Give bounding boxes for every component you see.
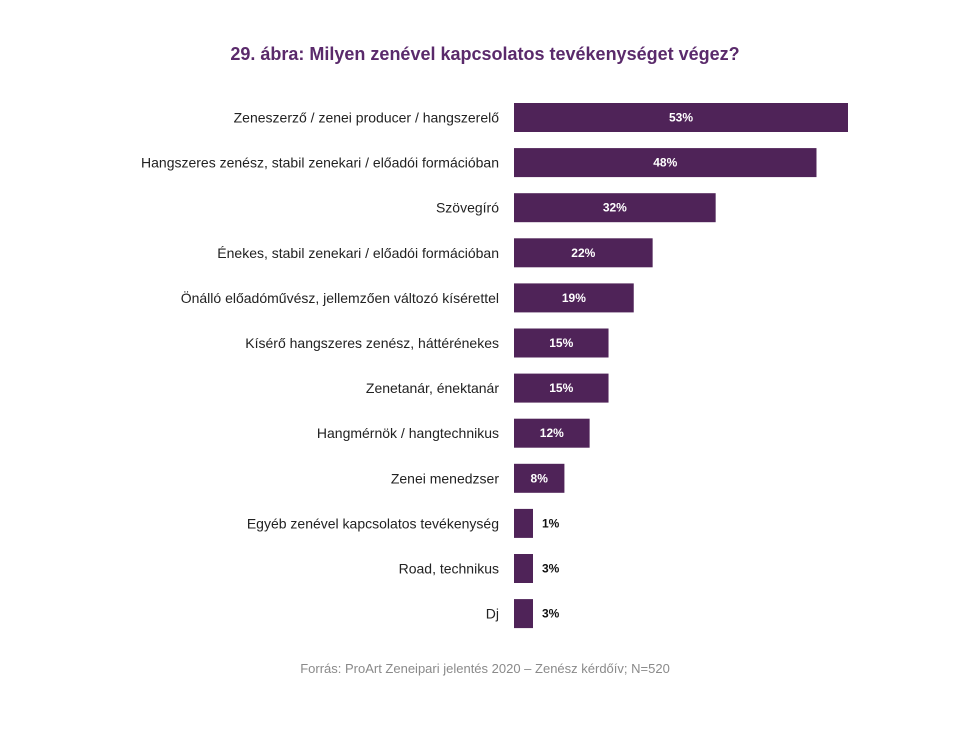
bar: [514, 463, 565, 493]
bar: [514, 103, 848, 132]
bar: [514, 238, 653, 268]
category-label: Hangmérnök / hangtechnikus: [317, 425, 499, 441]
source-note: Forrás: ProArt Zeneipari jelentés 2020 –…: [300, 661, 670, 676]
value-label: 3%: [542, 607, 560, 621]
value-label: 15%: [549, 336, 573, 350]
category-label: Road, technikus: [399, 561, 499, 577]
category-label: Énekes, stabil zenekari / előadói formác…: [217, 245, 499, 261]
value-label: 48%: [653, 156, 677, 170]
category-label: Zenetanár, énektanár: [366, 380, 499, 396]
bar: [514, 554, 533, 583]
category-label: Hangszeres zenész, stabil zenekari / elő…: [141, 155, 499, 171]
category-label: Zenei menedzser: [391, 470, 500, 486]
value-label: 19%: [562, 291, 586, 305]
category-label: Zeneszerző / zenei producer / hangszerel…: [234, 110, 500, 126]
category-label: Szövegíró: [436, 200, 499, 216]
category-label: Kísérő hangszeres zenész, háttérénekes: [245, 335, 499, 351]
value-label: 32%: [603, 201, 627, 215]
bar: [514, 193, 716, 223]
bar: [514, 599, 533, 629]
value-label: 53%: [669, 111, 693, 125]
bar: [514, 328, 609, 358]
bar: [514, 418, 590, 448]
value-label: 12%: [540, 426, 564, 440]
category-label: Dj: [486, 606, 499, 622]
category-label: Önálló előadóművész, jellemzően változó …: [181, 289, 499, 306]
value-label: 3%: [542, 562, 560, 576]
bar: [514, 508, 533, 538]
bar: [514, 373, 609, 403]
value-label: 1%: [542, 516, 560, 530]
value-label: 22%: [571, 246, 595, 260]
category-label: Egyéb zenével kapcsolatos tevékenység: [247, 515, 499, 531]
chart-title: 29. ábra: Milyen zenével kapcsolatos tev…: [230, 44, 740, 64]
value-label: 8%: [531, 471, 549, 485]
value-label: 15%: [549, 381, 573, 395]
bar: [514, 148, 817, 178]
bar: [514, 283, 634, 313]
